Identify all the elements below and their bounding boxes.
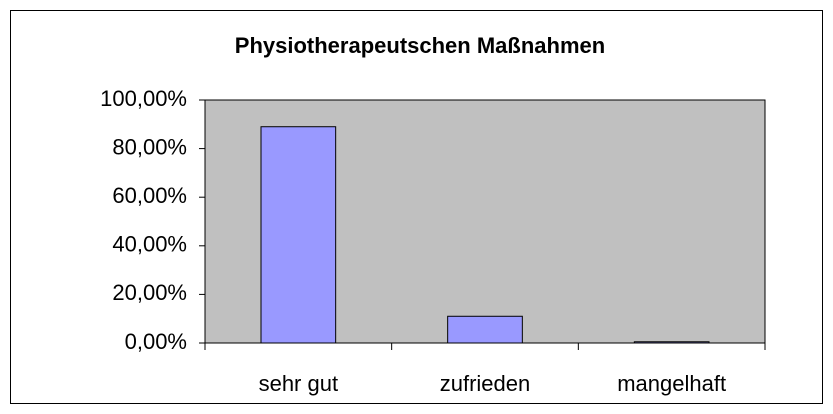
y-tick-label: 0,00% <box>125 329 187 354</box>
chart-title: Physiotherapeutschen Maßnahmen <box>235 33 605 58</box>
x-tick-label: sehr gut <box>259 371 339 396</box>
bar <box>447 315 523 344</box>
y-tick-label: 40,00% <box>112 232 187 257</box>
y-tick-label: 20,00% <box>112 280 187 305</box>
y-tick-label: 100,00% <box>100 86 187 111</box>
x-tick-label: zufrieden <box>440 371 531 396</box>
y-tick-label: 80,00% <box>112 134 187 159</box>
y-tick-label: 60,00% <box>112 183 187 208</box>
bar <box>633 341 710 344</box>
x-tick-label: mangelhaft <box>617 371 726 396</box>
bar <box>260 126 337 344</box>
